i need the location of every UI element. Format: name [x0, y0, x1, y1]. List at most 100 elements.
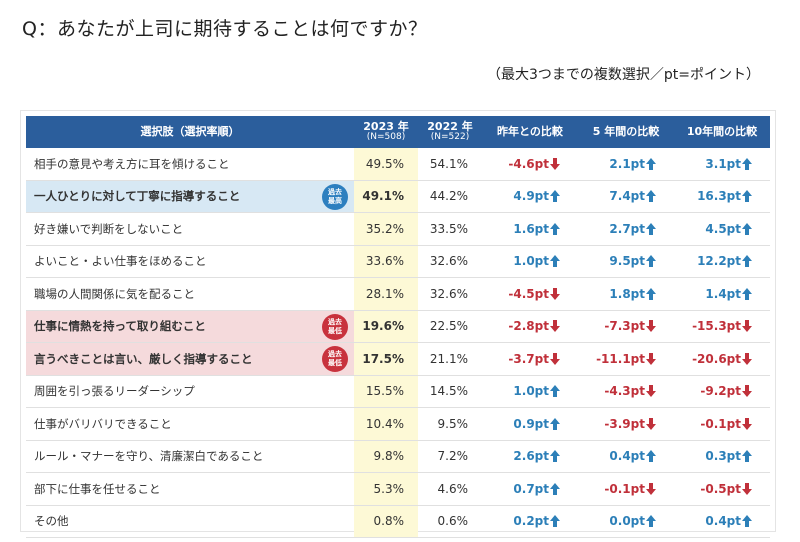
value-2023: 10.4% [354, 408, 418, 441]
diff-5y: 2.7pt [578, 213, 674, 246]
diff-10y: -9.2pt [674, 376, 770, 408]
diff-1y: 4.9pt [482, 181, 578, 213]
header-2022: 2022 年 (N=522) [418, 116, 482, 148]
diff-1y: 0.9pt [482, 408, 578, 441]
arrow-up-icon [742, 222, 752, 235]
choice-label: 言うべきことは言い、厳しく指導すること 過去 最低 [26, 343, 354, 376]
table-row: 職場の人間関係に気を配ること 28.1% 32.6% -4.5pt 1.8pt 1.4pt [26, 278, 770, 311]
arrow-down-icon [550, 320, 560, 333]
value-2023: 17.5% [354, 343, 418, 376]
table-row: 仕事に情熱を持って取り組むこと 過去 最低 19.6% 22.5% -2.8pt -7.3p… [26, 310, 770, 343]
value-2022: 14.5% [418, 376, 482, 408]
diff-10y: 1.4pt [674, 278, 770, 311]
value-2022: 0.6% [418, 506, 482, 538]
diff-10y: -0.5pt [674, 473, 770, 506]
value-2023: 35.2% [354, 213, 418, 246]
table-row: 周囲を引っ張るリーダーシップ 15.5% 14.5% 1.0pt -4.3pt -9.2p… [26, 375, 770, 408]
arrow-down-icon [550, 157, 560, 170]
arrow-down-icon [646, 417, 656, 430]
record-worst-badge: 過去 最低 [322, 346, 348, 372]
diff-5y: 1.8pt [578, 278, 674, 311]
choice-label: 部下に仕事を任せること [26, 473, 354, 506]
diff-10y: 0.3pt [674, 441, 770, 473]
arrow-up-icon [742, 255, 752, 268]
table-row: 仕事がバリバリできること 10.4% 9.5% 0.9pt -3.9pt -0.1pt [26, 408, 770, 441]
value-2022: 9.5% [418, 408, 482, 441]
header-2023: 2023 年 (N=508) [354, 116, 418, 148]
choice-label: 職場の人間関係に気を配ること [26, 278, 354, 311]
table-row: よいこと・よい仕事をほめること 33.6% 32.6% 1.0pt 9.5pt 12.2p… [26, 245, 770, 278]
table-row: その他 0.8% 0.6% 0.2pt 0.0pt 0.4pt [26, 505, 770, 538]
record-worst-badge: 過去 最低 [322, 313, 348, 340]
arrow-down-icon [742, 417, 752, 430]
arrow-up-icon [550, 450, 560, 463]
choice-label: よいこと・よい仕事をほめること [26, 246, 354, 278]
value-2023: 0.8% [354, 505, 418, 538]
results-table: 選択肢（選択率順） 2023 年 (N=508) 2022 年 (N=522) 昨年… [26, 116, 770, 538]
arrow-up-icon [646, 450, 656, 463]
choice-label: 一人ひとりに対して丁寧に指導すること 過去 最高 [26, 180, 354, 213]
table-header-row: 選択肢（選択率順） 2023 年 (N=508) 2022 年 (N=522) 昨年… [26, 116, 770, 148]
value-2023: 9.8% [354, 440, 418, 473]
table-row: 部下に仕事を任せること 5.3% 4.6% 0.7pt -0.1pt -0.5pt [26, 473, 770, 506]
arrow-down-icon [742, 320, 752, 333]
arrow-down-icon [742, 482, 752, 495]
diff-10y: 12.2pt [674, 246, 770, 278]
arrow-up-icon [550, 255, 560, 268]
diff-5y: 0.0pt [578, 506, 674, 538]
choice-label: 周囲を引っ張るリーダーシップ [26, 376, 354, 408]
value-2023: 5.3% [354, 473, 418, 506]
arrow-down-icon [550, 287, 560, 300]
diff-1y: 1.0pt [482, 376, 578, 408]
diff-10y: 3.1pt [674, 148, 770, 181]
arrow-up-icon [646, 255, 656, 268]
value-2023: 49.5% [354, 148, 418, 181]
table-row: 言うべきことは言い、厳しく指導すること 過去 最低 17.5% 21.1% -3.7pt -… [26, 343, 770, 376]
selection-note: （最大3つまでの複数選択／pt=ポイント） [486, 67, 760, 83]
diff-10y: -20.6pt [674, 343, 770, 376]
diff-10y: -0.1pt [674, 408, 770, 441]
value-2022: 32.6% [418, 246, 482, 278]
arrow-up-icon [742, 157, 752, 170]
value-2023: 49.1% [354, 180, 418, 213]
value-2023: 33.6% [354, 245, 418, 278]
diff-5y: -0.1pt [578, 473, 674, 506]
diff-5y: 9.5pt [578, 246, 674, 278]
diff-10y: 4.5pt [674, 213, 770, 246]
value-2022: 21.1% [418, 343, 482, 376]
diff-1y: -4.5pt [482, 278, 578, 311]
diff-10y: -15.3pt [674, 311, 770, 343]
diff-5y: 0.4pt [578, 441, 674, 473]
arrow-down-icon [646, 352, 656, 365]
diff-1y: 1.6pt [482, 213, 578, 246]
arrow-up-icon [646, 222, 656, 235]
diff-10y: 16.3pt [674, 181, 770, 213]
arrow-up-icon [550, 385, 560, 398]
value-2023: 28.1% [354, 278, 418, 311]
choice-label: 好き嫌いで判断をしないこと [26, 213, 354, 246]
arrow-up-icon [646, 190, 656, 203]
diff-1y: 0.7pt [482, 473, 578, 506]
arrow-up-icon [742, 450, 752, 463]
table-row: ルール・マナーを守り、清廉潔白であること 9.8% 7.2% 2.6pt 0.4pt 0.… [26, 440, 770, 473]
header-choice: 選択肢（選択率順） [26, 116, 354, 148]
arrow-down-icon [646, 482, 656, 495]
diff-1y: -2.8pt [482, 311, 578, 343]
header-diff-10y: 10年間の比較 [674, 116, 770, 148]
table-row: 一人ひとりに対して丁寧に指導すること 過去 最高 49.1% 44.2% 4.9pt 7.4… [26, 180, 770, 213]
arrow-down-icon [550, 352, 560, 365]
value-2022: 44.2% [418, 181, 482, 213]
diff-1y: 1.0pt [482, 246, 578, 278]
arrow-up-icon [550, 515, 560, 528]
header-diff-1y: 昨年との比較 [482, 116, 578, 148]
value-2023: 19.6% [354, 310, 418, 343]
diff-5y: -7.3pt [578, 311, 674, 343]
value-2022: 7.2% [418, 441, 482, 473]
arrow-up-icon [742, 515, 752, 528]
value-2022: 22.5% [418, 311, 482, 343]
diff-1y: -3.7pt [482, 343, 578, 376]
choice-label: 仕事に情熱を持って取り組むこと 過去 最低 [26, 310, 354, 343]
diff-5y: -11.1pt [578, 343, 674, 376]
arrow-down-icon [742, 352, 752, 365]
arrow-up-icon [646, 157, 656, 170]
